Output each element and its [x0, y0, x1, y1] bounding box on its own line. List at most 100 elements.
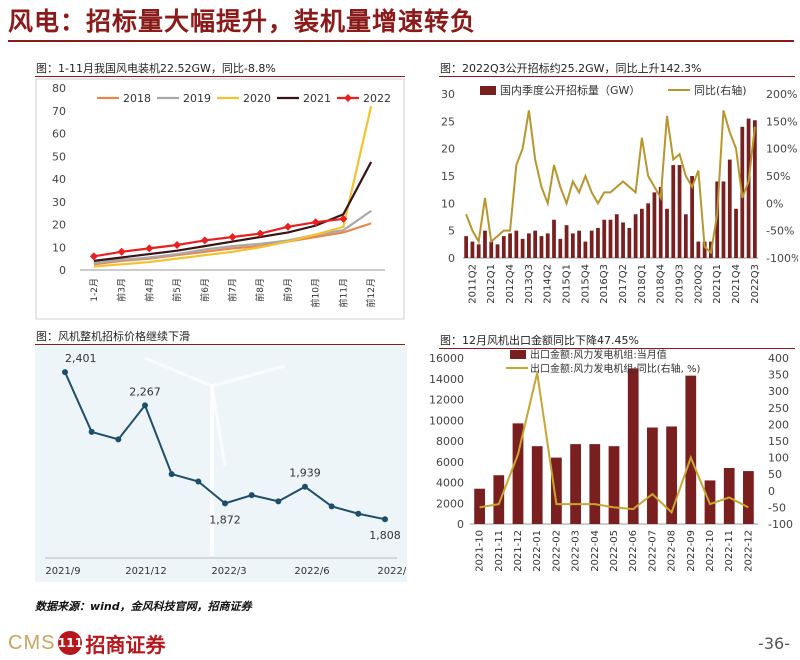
chart4-y2-tick-label: 300 — [768, 385, 789, 398]
chart2-bar — [539, 236, 544, 258]
chart2-x-tick-label: 2015Q4 — [580, 264, 591, 304]
chart2-bar — [665, 208, 669, 258]
chart2-bar — [483, 230, 487, 258]
chart3-caption: 图：风机整机招标价格继续下滑 — [36, 330, 190, 343]
chart4-x-tick-label: 2021-10 — [475, 530, 486, 572]
chart2-y2-tick-label: -100% — [766, 252, 798, 265]
chart1-legend-marker — [344, 94, 352, 102]
chart4-x-tick-label: 2022-08 — [667, 530, 678, 572]
chart3-data-point — [142, 402, 148, 409]
chart2-x-tick-label: 2018Q1 — [637, 264, 648, 304]
chart3-watermark-turbine-tower — [210, 386, 214, 556]
chart2-x-tick-label: 2017Q2 — [618, 264, 629, 304]
chart3-watermark-turbine-blade — [210, 385, 227, 467]
chart4-x-tick-label: 2022-11 — [724, 530, 735, 572]
chart1-x-tick-label: 前7月 — [227, 278, 239, 302]
data-source-note: 数据来源：wind，金风科技官网，招商证券 — [35, 600, 252, 613]
chart3-data-point — [115, 436, 122, 443]
chart2-legend-label-bar: 国内季度公开招标量（GW） — [500, 83, 640, 97]
chart2-x-tick-label: 2012Q4 — [505, 264, 516, 304]
chart4-y2-tick-label: 150 — [768, 435, 789, 448]
chart2-legend-swatch-bar — [480, 86, 496, 95]
chart4-legend-label-line: 出口金额:风力发电机组:同比(右轴, %) — [530, 362, 700, 375]
chart4-y-tick-label: 4000 — [436, 477, 464, 490]
chart2-bar — [520, 238, 525, 258]
chart4-bar — [666, 426, 677, 524]
chart2-bar — [752, 120, 757, 258]
chart2-legend-label-line: 同比(右轴) — [694, 83, 747, 97]
chart4-y-tick-label: 14000 — [429, 373, 464, 386]
chart2-x-tick-label: 2018Q4 — [656, 264, 667, 304]
chart4-x-tick-label: 2022-12 — [743, 530, 754, 572]
chart4-y-tick-label: 2000 — [436, 497, 464, 510]
chart4-y2-tick-label: 100 — [768, 452, 789, 465]
chart3-background — [35, 346, 407, 582]
chart4-y-tick-label: 0 — [457, 518, 464, 531]
chart2-bar — [527, 233, 531, 258]
chart1-legend-label: 2020 — [243, 92, 271, 105]
chart4-y2-tick-label: -100 — [768, 518, 793, 531]
chart2-bar — [514, 230, 519, 258]
chart4-bar — [551, 457, 562, 524]
chart4-y-tick-label: 12000 — [429, 394, 464, 407]
chart2-tender-volume: 0 5 10 15 20 25 30 -100% -50% 0% 50% 100% 150% 200% 20… — [441, 83, 798, 304]
chart4-caption-rule — [439, 348, 795, 349]
chart2-x-tick-label: 2016Q3 — [599, 264, 610, 304]
chart1-frame — [35, 78, 405, 320]
chart3-data-point — [302, 483, 308, 490]
chart4-legend-label-bar: 出口金额:风力发电机组:当月值 — [530, 348, 667, 361]
chart2-bar — [677, 165, 682, 258]
chart3-x-tick-label: 2022/6 — [294, 566, 329, 577]
chart2-bar — [721, 181, 726, 258]
chart1-data-point-2022 — [173, 240, 182, 249]
chart1-data-point-2022 — [283, 222, 292, 231]
chart2-bar — [583, 241, 588, 258]
chart1-legend-label: 2018 — [123, 92, 151, 105]
chart1-y-tick-label: 40 — [52, 173, 66, 186]
chart1-y-tick-label: 80 — [52, 82, 66, 95]
chart2-x-tick-label: 2021Q1 — [712, 264, 723, 304]
chart2-caption: 图：2022Q3公开招标约25.2GW，同比上升142.3% — [440, 62, 702, 75]
chart2-bar — [545, 233, 550, 258]
chart2-bar — [589, 230, 594, 258]
chart2-bar — [501, 236, 506, 258]
chart1-legend-label: 2019 — [183, 92, 211, 105]
chart1-legend-label: 2021 — [303, 92, 331, 105]
chart2-bar — [489, 241, 494, 258]
chart2-y2-tick-label: -50% — [766, 225, 794, 238]
chart4-x-tick-label: 2022-06 — [628, 530, 639, 572]
chart3-caption-rule — [35, 344, 405, 345]
chart4-bar — [512, 423, 524, 524]
chart3-data-point — [328, 503, 335, 510]
chart4-bar — [627, 368, 639, 524]
chart4-y2-tick-label: 350 — [768, 369, 789, 382]
chart1-y-tick-label: 70 — [52, 105, 66, 118]
chart4-y2-tick-label: 400 — [768, 352, 789, 365]
logo-badge-icon: 111 — [58, 631, 83, 655]
chart4-x-tick-label: 2022-03 — [571, 530, 582, 572]
page-title: 风电：招标量大幅提升，装机量增速转负 — [8, 7, 477, 36]
chart2-x-tick-label: 2015Q1 — [562, 264, 573, 304]
chart3-x-tick-label: 2022/9 — [377, 566, 407, 577]
chart4-bar — [531, 446, 543, 524]
chart2-bar — [577, 230, 581, 258]
chart1-data-point-2022 — [256, 229, 265, 238]
chart1-caption: 图：1-11月我国风电装机22.52GW，同比-8.8% — [36, 62, 276, 75]
chart1-y-tick-label: 60 — [52, 128, 66, 141]
company-logo: CMS 111 招商证券 — [8, 628, 165, 658]
chart1-x-tick-label: 前6月 — [199, 278, 211, 302]
chart4-x-tick-label: 2022-09 — [686, 530, 697, 572]
chart2-bar — [671, 165, 676, 258]
chart4-bar — [493, 475, 505, 524]
chart2-bar — [464, 236, 469, 258]
chart1-data-point-2022 — [117, 247, 126, 256]
chart2-x-tick-label: 2013Q3 — [524, 264, 535, 304]
chart2-y-tick-label: 30 — [441, 88, 455, 101]
chart2-x-tick-label: 2019Q3 — [675, 264, 686, 304]
chart2-bar — [570, 233, 575, 258]
chart3-data-label: 1,872 — [209, 513, 241, 526]
chart4-bar — [474, 488, 485, 524]
chart1-x-tick-label: 1-2月 — [89, 278, 100, 302]
chart4-x-tick-label: 2022-05 — [609, 530, 620, 572]
chart4-y2-tick-label: 200 — [768, 418, 789, 431]
